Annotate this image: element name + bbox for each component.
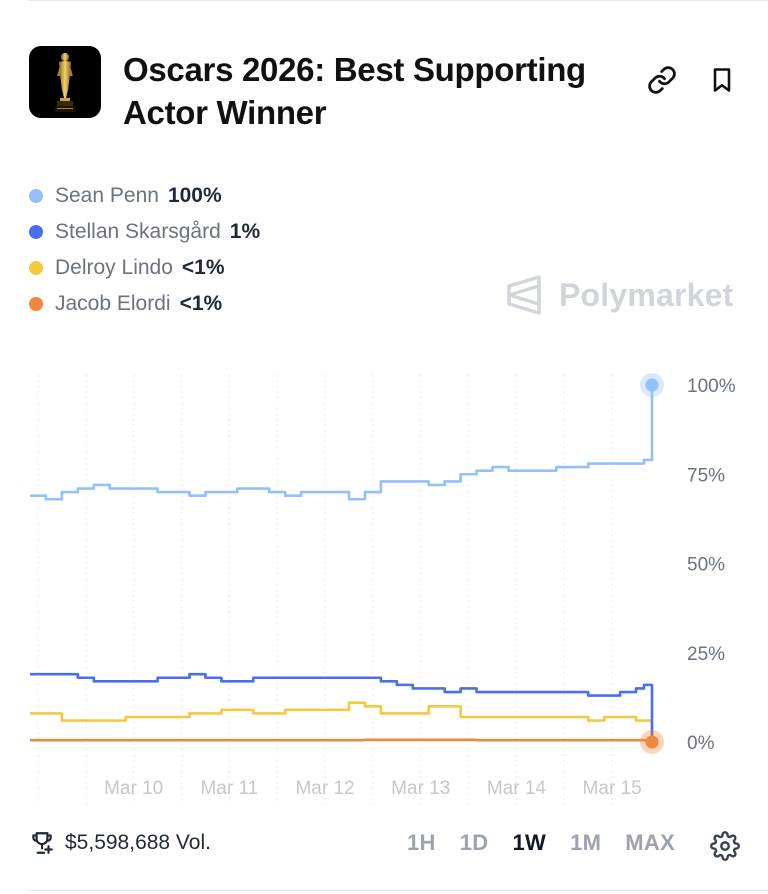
top-divider <box>28 0 768 1</box>
legend-dot <box>29 189 43 203</box>
x-tick-label: Mar 10 <box>104 778 163 799</box>
legend-value: 100% <box>167 184 222 207</box>
chart-legend: Sean Penn 100% Stellan Skarsgård 1% Delr… <box>29 178 260 322</box>
range-1m-button[interactable]: 1M <box>570 830 602 855</box>
y-tick-label: 0% <box>687 733 715 754</box>
link-icon <box>648 66 676 94</box>
bottom-divider <box>28 890 768 891</box>
legend-name: Delroy Lindo <box>55 256 173 279</box>
legend-name: Sean Penn <box>55 184 159 207</box>
market-title: Oscars 2026: Best Supporting Actor Winne… <box>123 51 586 131</box>
y-tick-label: 75% <box>687 465 725 486</box>
series-line-4 <box>30 738 654 742</box>
range-max-button[interactable]: MAX <box>625 830 676 855</box>
oscar-statuette-icon <box>29 46 101 118</box>
legend-item[interactable]: Jacob Elordi <1% <box>29 286 260 322</box>
legend-item[interactable]: Stellan Skarsgård 1% <box>29 214 260 250</box>
x-tick-label: Mar 12 <box>295 778 354 799</box>
legend-dot <box>29 261 43 275</box>
series-end-marker <box>645 378 659 392</box>
bookmark-icon <box>713 68 731 92</box>
x-tick-label: Mar 11 <box>200 778 258 799</box>
legend-value: 1% <box>229 220 261 243</box>
time-range-selector: 1H 1D 1W 1M MAX <box>407 830 699 856</box>
range-1w-button[interactable]: 1W <box>512 830 547 855</box>
series-end-marker <box>645 735 659 749</box>
x-tick-label: Mar 14 <box>487 778 547 799</box>
legend-value: <1% <box>181 256 225 279</box>
series-line-1 <box>30 385 654 501</box>
y-tick-label: 50% <box>687 555 725 576</box>
y-tick-label: 25% <box>687 644 725 665</box>
volume-amount: $5,598,688 Vol. <box>65 831 211 854</box>
series-line-3 <box>30 701 654 742</box>
price-history-chart[interactable]: 100% 75% 50% 25% 0% Mar 10 Mar 11 Mar 12 Mar 13… <box>0 360 768 810</box>
legend-item[interactable]: Sean Penn 100% <box>29 178 260 214</box>
y-tick-label: 100% <box>687 376 736 397</box>
polymarket-logo-icon <box>507 275 541 315</box>
gear-icon <box>710 831 740 861</box>
legend-item[interactable]: Delroy Lindo <1% <box>29 250 260 286</box>
legend-value: <1% <box>179 292 223 315</box>
volume-display: $5,598,688 Vol. <box>29 830 211 856</box>
polymarket-watermark: Polymarket <box>505 272 745 318</box>
legend-name: Stellan Skarsgård <box>55 220 221 243</box>
legend-dot <box>29 225 43 239</box>
range-1h-button[interactable]: 1H <box>407 830 436 855</box>
bookmark-button[interactable] <box>704 62 740 98</box>
market-header: Oscars 2026: Best Supporting Actor Winne… <box>29 46 749 131</box>
x-tick-label: Mar 13 <box>391 778 450 799</box>
chart-footer: $5,598,688 Vol. 1H 1D 1W 1M MAX <box>29 826 749 866</box>
trophy-plus-icon <box>32 832 53 854</box>
watermark-text: Polymarket <box>559 276 734 313</box>
x-tick-label: Mar 15 <box>583 778 642 799</box>
legend-dot <box>29 297 43 311</box>
chart-settings-button[interactable] <box>709 830 741 862</box>
range-1d-button[interactable]: 1D <box>459 830 489 855</box>
legend-name: Jacob Elordi <box>55 292 171 315</box>
link-button[interactable] <box>644 62 680 98</box>
series-line-2 <box>30 672 654 739</box>
